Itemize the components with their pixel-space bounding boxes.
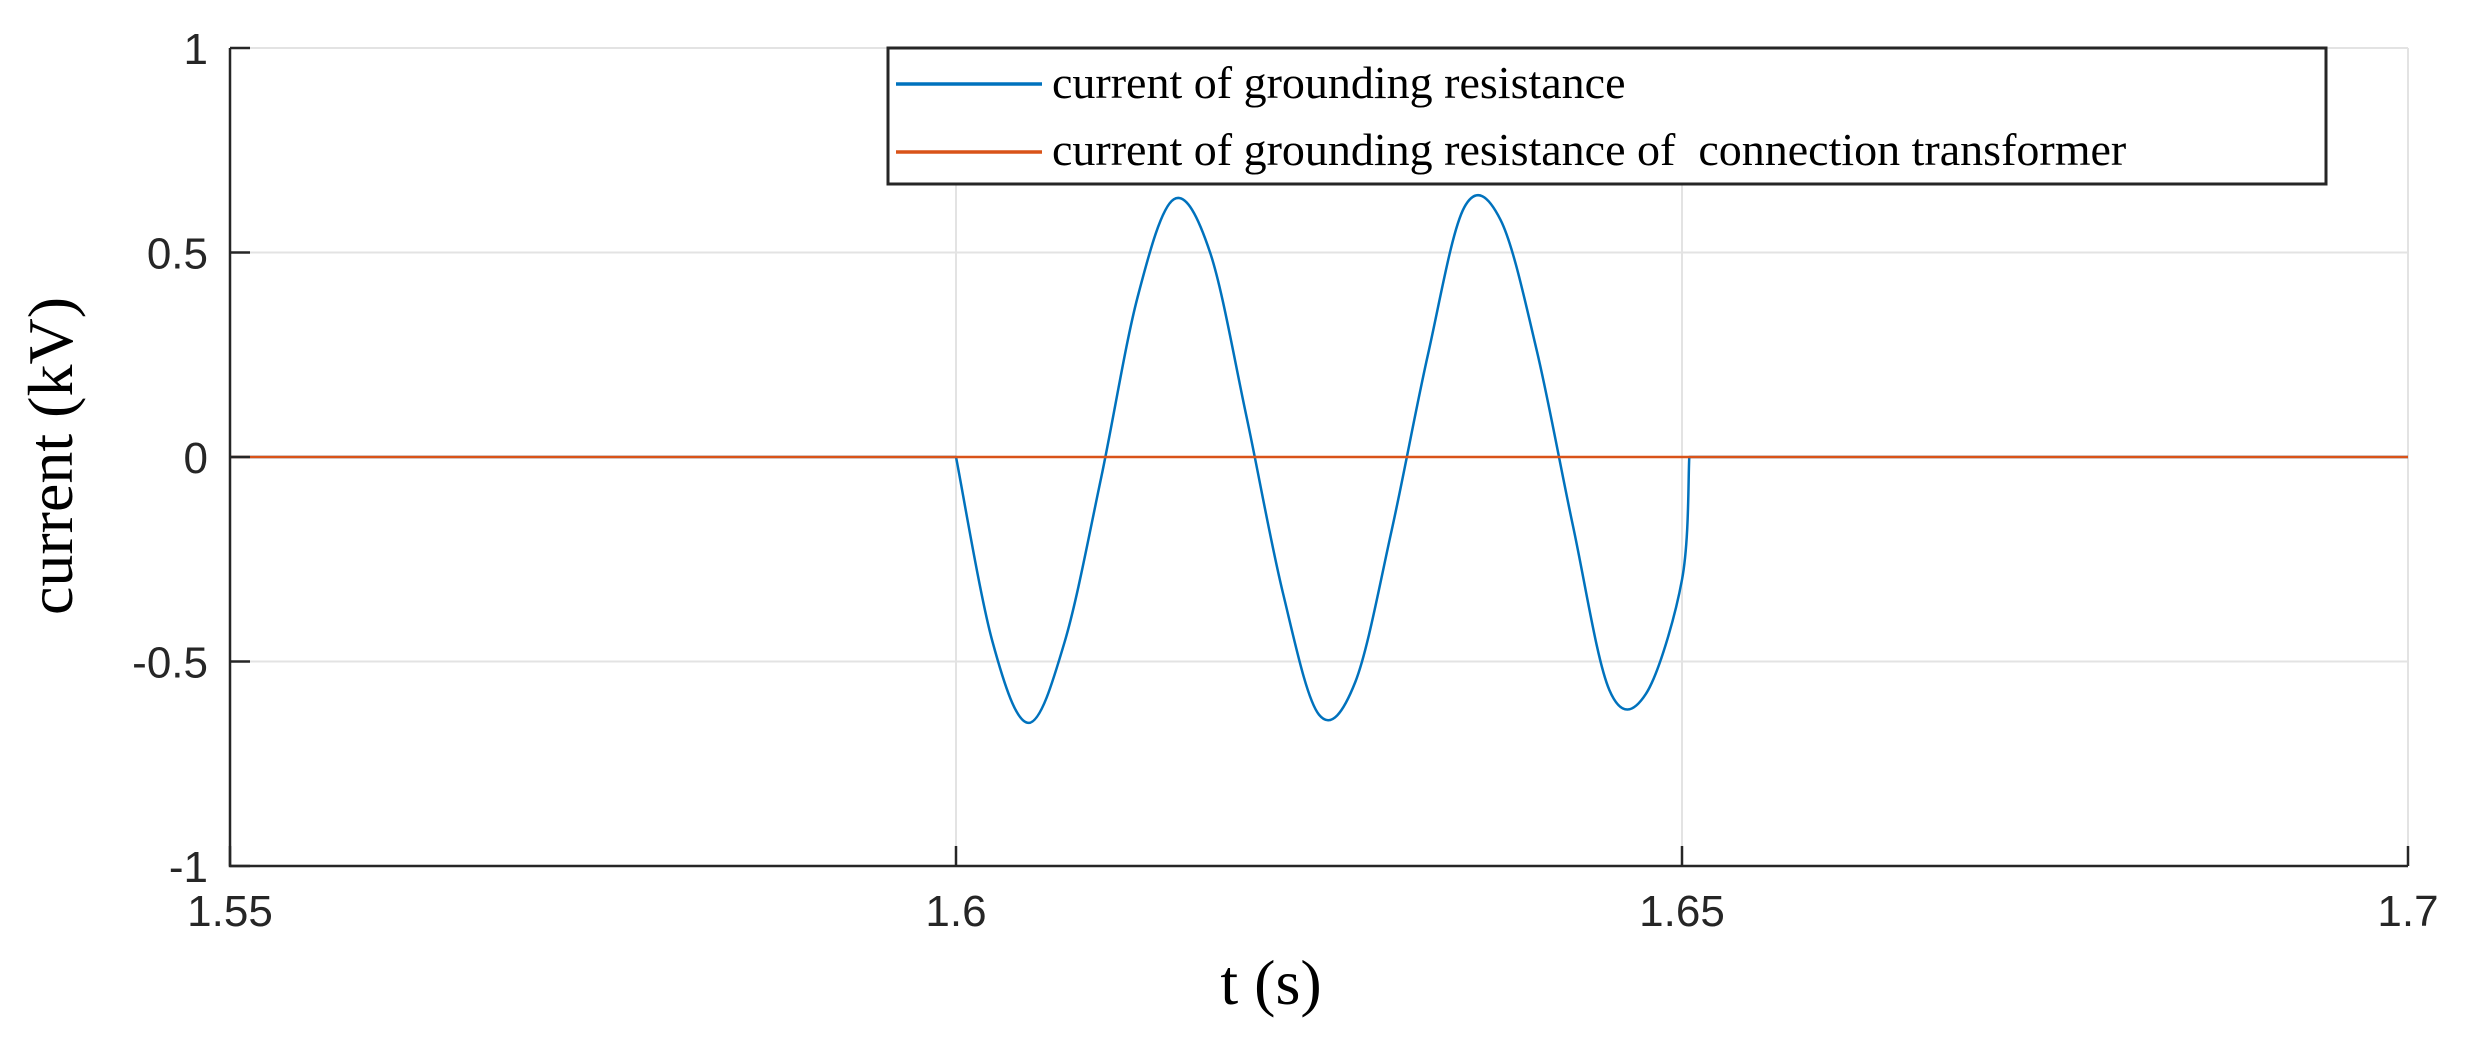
x-axis-title: t (s) xyxy=(1220,947,1321,1018)
y-axis-title: current (kV) xyxy=(15,297,86,615)
x-tick-label-3: 1.7 xyxy=(2377,887,2438,936)
legend-label-grounding-resistance: current of grounding resistance xyxy=(1052,57,1626,108)
y-tick-label-4: 1 xyxy=(184,25,208,74)
legend-label-connection-transformer: current of grounding resistance of conne… xyxy=(1052,124,2126,175)
y-tick-label-3: 0.5 xyxy=(147,230,208,279)
x-tick-label-1: 1.6 xyxy=(925,887,986,936)
axes xyxy=(228,46,2410,868)
y-tick-label-0: -1 xyxy=(169,843,208,892)
x-tick-label-0: 1.55 xyxy=(187,887,273,936)
tick-labels: 1.55 1.6 1.65 1.7 -1 -0.5 0 0.5 1 xyxy=(132,25,2438,936)
x-tick-label-2: 1.65 xyxy=(1639,887,1725,936)
series-layer xyxy=(230,194,2408,725)
legend: current of grounding resistance current … xyxy=(886,46,2328,186)
legend-box xyxy=(886,46,2328,186)
y-tick-label-1: -0.5 xyxy=(132,639,208,688)
y-tick-label-2: 0 xyxy=(184,434,208,483)
series-line-0 xyxy=(230,194,2408,725)
